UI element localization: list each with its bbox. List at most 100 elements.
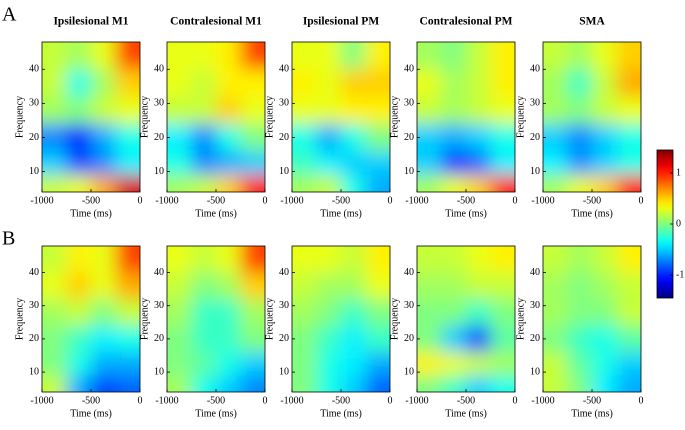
heatmap-cell xyxy=(365,42,390,70)
heatmap-cell xyxy=(91,375,116,392)
y-tick-label: 20 xyxy=(404,132,414,143)
heatmap-cell xyxy=(365,174,390,192)
heatmap-cells xyxy=(167,42,265,192)
heatmap-cell xyxy=(567,325,593,353)
heatmap xyxy=(543,246,641,392)
y-tick-label: 40 xyxy=(154,64,164,75)
heatmap-cells xyxy=(42,246,140,392)
heatmap-cell xyxy=(316,272,342,300)
heatmap-cell xyxy=(543,174,568,192)
heatmap-cell xyxy=(567,299,593,327)
heatmap-cells xyxy=(417,246,515,392)
x-tick-label: 0 xyxy=(138,195,143,206)
panel-letter: A xyxy=(2,4,17,26)
heatmap-cell xyxy=(216,272,241,300)
chart-title: Ipsilesional PM xyxy=(303,16,380,28)
heatmap-cell xyxy=(191,151,217,176)
heatmap-cell xyxy=(543,325,568,353)
heatmap-cell xyxy=(417,69,442,98)
heatmap-cell xyxy=(240,272,265,300)
heatmap-cell xyxy=(167,352,192,376)
heatmap-cells xyxy=(292,246,390,392)
heatmap-cell xyxy=(66,174,92,192)
heatmap-cell xyxy=(42,246,67,274)
heatmap-cell xyxy=(42,174,67,192)
heatmap-cell xyxy=(66,299,92,327)
heatmap-cell xyxy=(616,325,641,353)
heatmap-cell xyxy=(490,272,515,300)
heatmap-cell xyxy=(216,352,241,376)
heatmap-cell xyxy=(543,375,568,392)
y-tick-label: 20 xyxy=(279,132,289,143)
heatmap-cell xyxy=(567,42,593,70)
heatmap-cell xyxy=(167,272,192,300)
heatmap-cell xyxy=(191,375,217,392)
heatmap-cell xyxy=(592,299,617,327)
x-axis-label: Time (ms) xyxy=(571,408,613,419)
heatmap-cells xyxy=(543,42,641,192)
heatmap-cell xyxy=(365,299,390,327)
y-tick-label: 20 xyxy=(279,333,289,344)
heatmap xyxy=(42,42,140,192)
chart-title: SMA xyxy=(579,16,605,28)
heatmap-cell xyxy=(490,96,515,125)
heatmap-cell xyxy=(292,272,317,300)
heatmap-cell xyxy=(365,96,390,125)
heatmap-cell xyxy=(66,123,92,152)
heatmap-cell xyxy=(341,352,366,376)
heatmap-cell xyxy=(167,325,192,353)
heatmap-cell xyxy=(167,174,192,192)
heatmap-cell xyxy=(441,123,467,152)
heatmap-cell xyxy=(42,352,67,376)
x-tick-label: -1000 xyxy=(531,395,554,406)
heatmap-cell xyxy=(466,151,491,176)
heatmap-cell xyxy=(91,151,116,176)
heatmap-cell xyxy=(191,352,217,376)
heatmap-cell xyxy=(365,272,390,300)
heatmap-cell xyxy=(115,272,140,300)
x-tick-label: -1000 xyxy=(405,195,428,206)
heatmap-cell xyxy=(490,174,515,192)
chart-title: Contralesional M1 xyxy=(170,16,262,28)
heatmap-cell xyxy=(240,174,265,192)
heatmap xyxy=(543,42,641,192)
heatmap-cell xyxy=(191,325,217,353)
y-tick-label: 40 xyxy=(154,267,164,278)
heatmap-cell xyxy=(316,174,342,192)
heatmap-cell xyxy=(616,375,641,392)
heatmap-cell xyxy=(216,123,241,152)
heatmap-cell xyxy=(341,375,366,392)
heatmap-cell xyxy=(292,246,317,274)
heatmap-cell xyxy=(490,69,515,98)
heatmap-cell xyxy=(216,246,241,274)
heatmap-cell xyxy=(292,123,317,152)
heatmap-cell xyxy=(365,246,390,274)
y-axis-label: Frequency xyxy=(389,298,400,340)
heatmap-cell xyxy=(592,42,617,70)
heatmap xyxy=(292,246,390,392)
heatmap-cell xyxy=(567,69,593,98)
heatmap-cell xyxy=(115,325,140,353)
heatmap-cell xyxy=(66,272,92,300)
heatmap-cell xyxy=(543,151,568,176)
heatmap-cell xyxy=(441,69,467,98)
heatmap-cell xyxy=(341,42,366,70)
heatmap-cell xyxy=(42,123,67,152)
heatmap-cell xyxy=(441,42,467,70)
y-tick-label: 40 xyxy=(530,64,540,75)
heatmap-cell xyxy=(592,96,617,125)
heatmap-cell xyxy=(216,325,241,353)
heatmap-cell xyxy=(216,96,241,125)
heatmap-cell xyxy=(216,174,241,192)
y-tick-label: 20 xyxy=(530,333,540,344)
heatmap-cells xyxy=(543,246,641,392)
heatmap-cell xyxy=(167,69,192,98)
heatmap-cell xyxy=(216,69,241,98)
y-tick-label: 20 xyxy=(154,132,164,143)
x-tick-label: -500 xyxy=(207,195,225,206)
heatmap-cell xyxy=(567,123,593,152)
x-tick-label: 0 xyxy=(639,195,644,206)
x-tick-label: 0 xyxy=(138,395,143,406)
heatmap-cell xyxy=(466,42,491,70)
y-axis-label: Frequency xyxy=(14,298,25,340)
